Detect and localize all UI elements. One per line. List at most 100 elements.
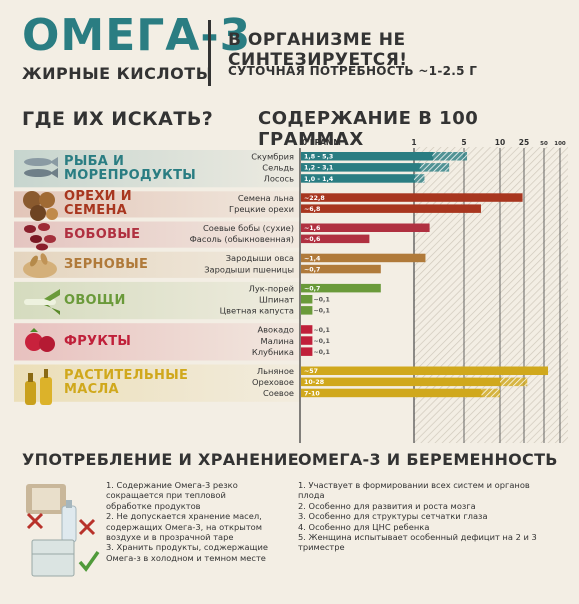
bar-value-label: ~57 bbox=[304, 368, 318, 375]
bar-range-hatch bbox=[414, 174, 425, 183]
daily-need: СУТОЧНАЯ ПОТРЕБНОСТЬ ~1-2.5 Г bbox=[228, 64, 478, 78]
row-label: Малина bbox=[261, 336, 294, 346]
bar-value-label: 10-28 bbox=[304, 379, 324, 386]
bar-value-label: ~0,1 bbox=[313, 338, 329, 345]
category-band bbox=[14, 221, 300, 248]
usage-list: 1. Содержание Омега-3 резко сокращается п… bbox=[106, 480, 296, 563]
nut-icon bbox=[20, 188, 60, 226]
bar bbox=[301, 223, 430, 232]
bar bbox=[301, 377, 501, 387]
bar bbox=[301, 152, 434, 161]
category-band bbox=[14, 191, 300, 218]
raspberry-icon bbox=[20, 326, 60, 362]
axis-tick-label: 50 bbox=[540, 141, 548, 147]
bar bbox=[301, 336, 313, 345]
category-label: БОБОВЫЕ bbox=[64, 226, 141, 242]
bar bbox=[301, 204, 481, 213]
fish-icon bbox=[20, 153, 60, 187]
bar-value-label: ~0,1 bbox=[313, 297, 329, 304]
row-label: Сельдь bbox=[262, 163, 294, 173]
category-label: ЗЕРНОВЫЕ bbox=[64, 256, 149, 272]
bar-range-hatch bbox=[432, 152, 468, 161]
usage-list-line: сокращается при тепловой bbox=[106, 490, 226, 501]
row-label: Зародыши пшеницы bbox=[204, 264, 294, 274]
bar bbox=[301, 295, 313, 304]
row-label: Соевое bbox=[263, 388, 294, 398]
axis-tick-label: 25 bbox=[519, 138, 529, 147]
category-label: ОРЕХИ И СЕМЕНА bbox=[64, 189, 132, 219]
usage-list-line: содержащих Омега-3, на открытом bbox=[106, 521, 262, 532]
bar-value-label: 1,2 - 3,1 bbox=[304, 165, 333, 172]
usage-list-line: 1. Содержание Омега-3 резко bbox=[106, 480, 238, 490]
bar bbox=[301, 388, 483, 398]
bar-value-label: 1,8 - 5,3 bbox=[304, 154, 333, 161]
bean-icon bbox=[20, 219, 60, 255]
bar bbox=[301, 347, 313, 356]
axis-tick-label: 0 ГРАММ bbox=[302, 138, 341, 147]
pregnancy-list: 1. Участвует в формировании всех систем … bbox=[298, 480, 568, 553]
bar-range-hatch bbox=[500, 377, 528, 387]
pregnancy-list-line: 4. Особенно для ЦНС ребенка bbox=[298, 521, 430, 532]
usage-list-line: 2. Не допускается хранение масел, bbox=[106, 511, 262, 522]
axis-tick-label: 5 bbox=[461, 138, 466, 147]
bar-value-label: ~1,4 bbox=[304, 255, 321, 262]
category-label: РАСТИТЕЛЬНЫЕ МАСЛА bbox=[64, 368, 189, 398]
page-title: ОМЕГА-3 bbox=[22, 10, 252, 61]
check-icon bbox=[78, 550, 100, 572]
axis-tick-label: 1 bbox=[411, 138, 416, 147]
hatched-region bbox=[414, 147, 568, 443]
leek-icon bbox=[20, 285, 60, 321]
bar-value-label: ~22,8 bbox=[304, 195, 325, 202]
row-label: Авокадо bbox=[257, 325, 294, 335]
usage-list-line: воздухе и в прозрачной таре bbox=[106, 532, 234, 543]
bar-value-label: ~0,7 bbox=[304, 286, 320, 293]
pregnancy-heading: ОМЕГА-3 И БЕРЕМЕННОСТЬ bbox=[298, 450, 558, 469]
bar-value-label: ~0,1 bbox=[313, 349, 329, 356]
row-label: Скумбрия bbox=[251, 152, 294, 162]
row-label: Шпинат bbox=[259, 295, 294, 305]
category-label: РЫБА И МОРЕПРОДУКТЫ bbox=[64, 153, 197, 183]
bar bbox=[301, 325, 313, 334]
content-heading: СОДЕРЖАНИЕ В 100 ГРАММАХ bbox=[258, 108, 479, 150]
row-label: Соевые бобы (сухие) bbox=[203, 223, 294, 233]
header-divider bbox=[208, 20, 211, 86]
category-band bbox=[14, 150, 300, 188]
bar bbox=[301, 253, 426, 263]
bar bbox=[301, 163, 421, 172]
category-label: ОВОЩИ bbox=[64, 292, 126, 308]
bar bbox=[301, 283, 381, 293]
bar-value-label: ~0,6 bbox=[304, 236, 321, 243]
pregnancy-list-line: плода bbox=[298, 490, 325, 501]
oil-bottle-icon bbox=[20, 367, 60, 411]
bar-value-label: 1,0 - 1,4 bbox=[304, 176, 334, 183]
usage-list-line: Омега-з в холодном и темном месте bbox=[106, 552, 266, 563]
row-label: Грецкие орехи bbox=[229, 204, 294, 214]
omega3-content-chart: 0 ГРАММ 1 5 10 25 50 100 Скумбрия 1,8 - 5,3 Сель… bbox=[14, 138, 568, 443]
row-label: Ореховое bbox=[252, 377, 294, 387]
pregnancy-list-line: триместре bbox=[298, 542, 345, 553]
category-band bbox=[14, 364, 300, 402]
row-label: Лук-порей bbox=[249, 283, 294, 293]
prohibit-cross-icon-2 bbox=[78, 518, 96, 536]
bar-range-hatch bbox=[481, 388, 500, 398]
pregnancy-list-line: 2. Особенно для развития и роста мозга bbox=[298, 500, 476, 511]
axis-tick-label: 10 bbox=[495, 138, 505, 147]
page-subtitle: ЖИРНЫЕ КИСЛОТЫ bbox=[22, 64, 213, 83]
prohibit-cross-icon bbox=[26, 512, 44, 530]
pregnancy-list-line: 1. Участвует в формировании всех систем … bbox=[298, 480, 530, 490]
row-label: Цветная капуста bbox=[220, 306, 294, 316]
bar bbox=[301, 306, 313, 315]
axis-tick-label: 100 bbox=[554, 141, 566, 147]
row-label: Семена льна bbox=[238, 193, 294, 203]
bar bbox=[301, 366, 549, 375]
bar bbox=[301, 264, 381, 274]
bar bbox=[301, 193, 523, 202]
bar-range-hatch bbox=[419, 163, 450, 172]
storage-illustration bbox=[26, 484, 100, 577]
bar-value-label: ~1,6 bbox=[304, 225, 321, 232]
synthesis-fact: В ОРГАНИЗМЕ НЕ СИНТЕЗИРУЕТСЯ! bbox=[228, 30, 408, 70]
row-label: Лосось bbox=[264, 174, 295, 184]
bar-value-label: 7-10 bbox=[304, 390, 320, 397]
row-label: Фасоль (обыкновенная) bbox=[190, 234, 294, 244]
bar bbox=[301, 234, 370, 244]
